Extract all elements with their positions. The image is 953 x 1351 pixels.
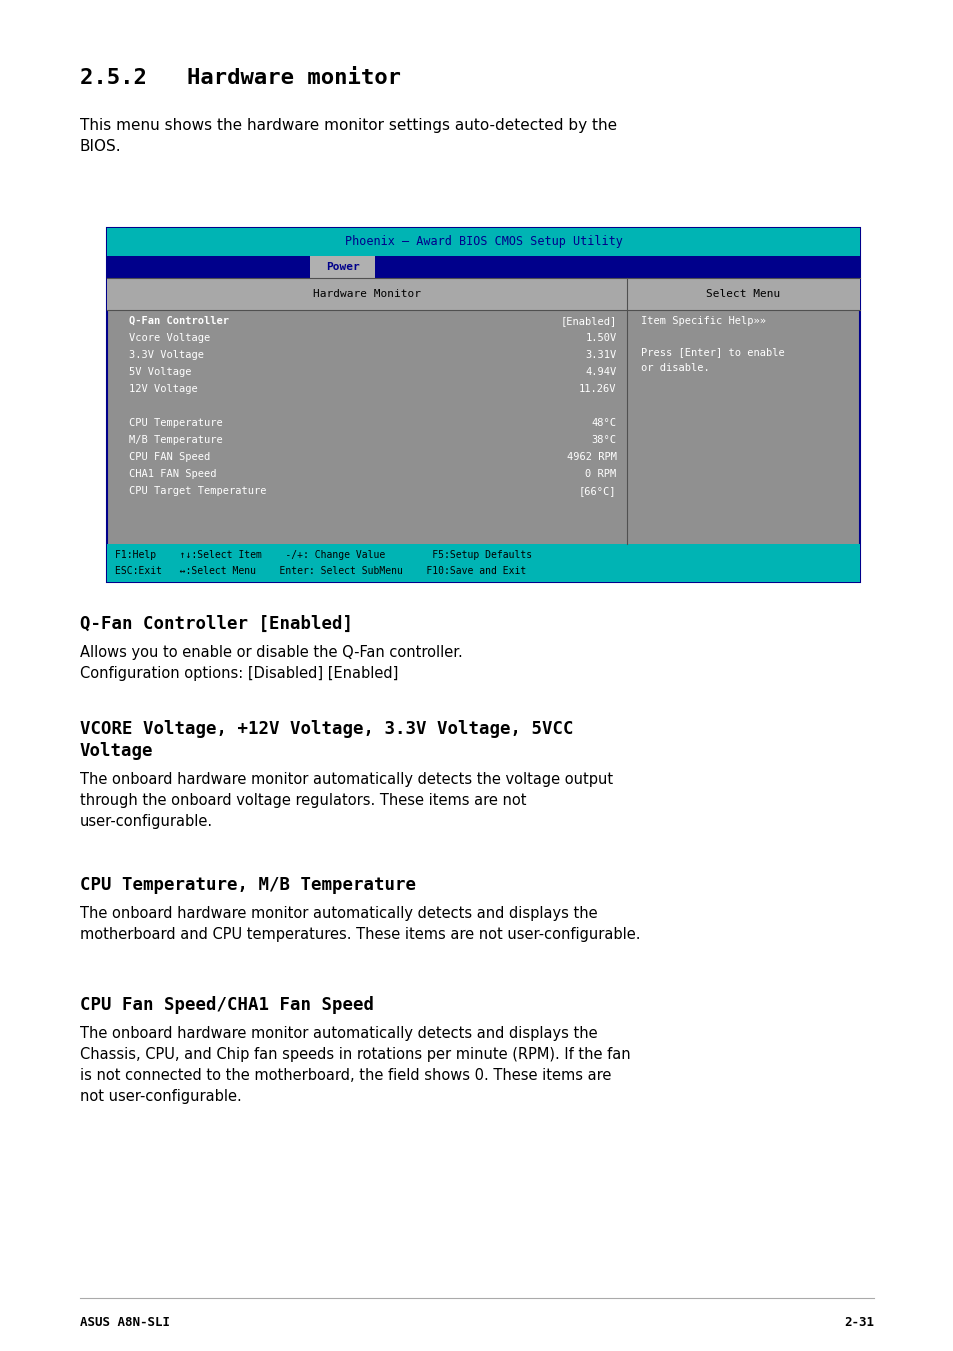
Text: [66°C]: [66°C] bbox=[578, 486, 616, 496]
Text: [Enabled]: [Enabled] bbox=[559, 316, 616, 326]
Text: 12V Voltage: 12V Voltage bbox=[129, 384, 197, 394]
Text: ESC:Exit   ↔:Select Menu    Enter: Select SubMenu    F10:Save and Exit: ESC:Exit ↔:Select Menu Enter: Select Sub… bbox=[115, 566, 526, 577]
Text: The onboard hardware monitor automatically detects the voltage output
through th: The onboard hardware monitor automatical… bbox=[80, 771, 613, 830]
Text: 3.31V: 3.31V bbox=[585, 350, 616, 359]
Text: 48°C: 48°C bbox=[591, 417, 616, 428]
Text: The onboard hardware monitor automatically detects and displays the
motherboard : The onboard hardware monitor automatical… bbox=[80, 907, 639, 942]
Text: 4.94V: 4.94V bbox=[585, 367, 616, 377]
Text: 1.50V: 1.50V bbox=[585, 332, 616, 343]
Text: Phoenix – Award BIOS CMOS Setup Utility: Phoenix – Award BIOS CMOS Setup Utility bbox=[344, 235, 621, 249]
Text: 38°C: 38°C bbox=[591, 435, 616, 444]
Text: M/B Temperature: M/B Temperature bbox=[129, 435, 222, 444]
Text: CHA1 FAN Speed: CHA1 FAN Speed bbox=[129, 469, 216, 480]
Text: CPU Fan Speed/CHA1 Fan Speed: CPU Fan Speed/CHA1 Fan Speed bbox=[80, 996, 374, 1015]
Text: Q-Fan Controller: Q-Fan Controller bbox=[129, 316, 229, 326]
Text: Select Menu: Select Menu bbox=[705, 289, 780, 299]
Text: 0 RPM: 0 RPM bbox=[585, 469, 616, 480]
Text: 5V Voltage: 5V Voltage bbox=[129, 367, 192, 377]
Text: ASUS A8N-SLI: ASUS A8N-SLI bbox=[80, 1316, 170, 1329]
Text: Hardware Monitor: Hardware Monitor bbox=[313, 289, 420, 299]
Text: F1:Help    ↑↓:Select Item    -/+: Change Value        F5:Setup Defaults: F1:Help ↑↓:Select Item -/+: Change Value… bbox=[115, 550, 532, 559]
Bar bbox=[107, 228, 859, 582]
Text: CPU FAN Speed: CPU FAN Speed bbox=[129, 453, 210, 462]
Text: 2-31: 2-31 bbox=[843, 1316, 873, 1329]
Text: 3.3V Voltage: 3.3V Voltage bbox=[129, 350, 204, 359]
Text: Item Specific Help»»

Press [Enter] to enable
or disable.: Item Specific Help»» Press [Enter] to en… bbox=[639, 316, 783, 373]
Text: CPU Temperature: CPU Temperature bbox=[129, 417, 222, 428]
Text: Allows you to enable or disable the Q-Fan controller.
Configuration options: [Di: Allows you to enable or disable the Q-Fa… bbox=[80, 644, 462, 681]
Text: CPU Target Temperature: CPU Target Temperature bbox=[129, 486, 266, 496]
Bar bbox=[107, 228, 859, 255]
Text: 11.26V: 11.26V bbox=[578, 384, 616, 394]
Bar bbox=[107, 255, 859, 278]
Text: 4962 RPM: 4962 RPM bbox=[566, 453, 616, 462]
Text: VCORE Voltage, +12V Voltage, 3.3V Voltage, 5VCC
Voltage: VCORE Voltage, +12V Voltage, 3.3V Voltag… bbox=[80, 720, 573, 761]
Text: CPU Temperature, M/B Temperature: CPU Temperature, M/B Temperature bbox=[80, 875, 416, 894]
Text: 2.5.2   Hardware monitor: 2.5.2 Hardware monitor bbox=[80, 68, 400, 88]
Text: The onboard hardware monitor automatically detects and displays the
Chassis, CPU: The onboard hardware monitor automatical… bbox=[80, 1025, 630, 1104]
Text: This menu shows the hardware monitor settings auto-detected by the
BIOS.: This menu shows the hardware monitor set… bbox=[80, 118, 617, 154]
Bar bbox=[310, 255, 375, 278]
Text: Q-Fan Controller [Enabled]: Q-Fan Controller [Enabled] bbox=[80, 615, 353, 634]
Bar bbox=[107, 544, 859, 582]
Text: Power: Power bbox=[326, 262, 359, 272]
Bar bbox=[107, 278, 859, 309]
Text: Vcore Voltage: Vcore Voltage bbox=[129, 332, 210, 343]
